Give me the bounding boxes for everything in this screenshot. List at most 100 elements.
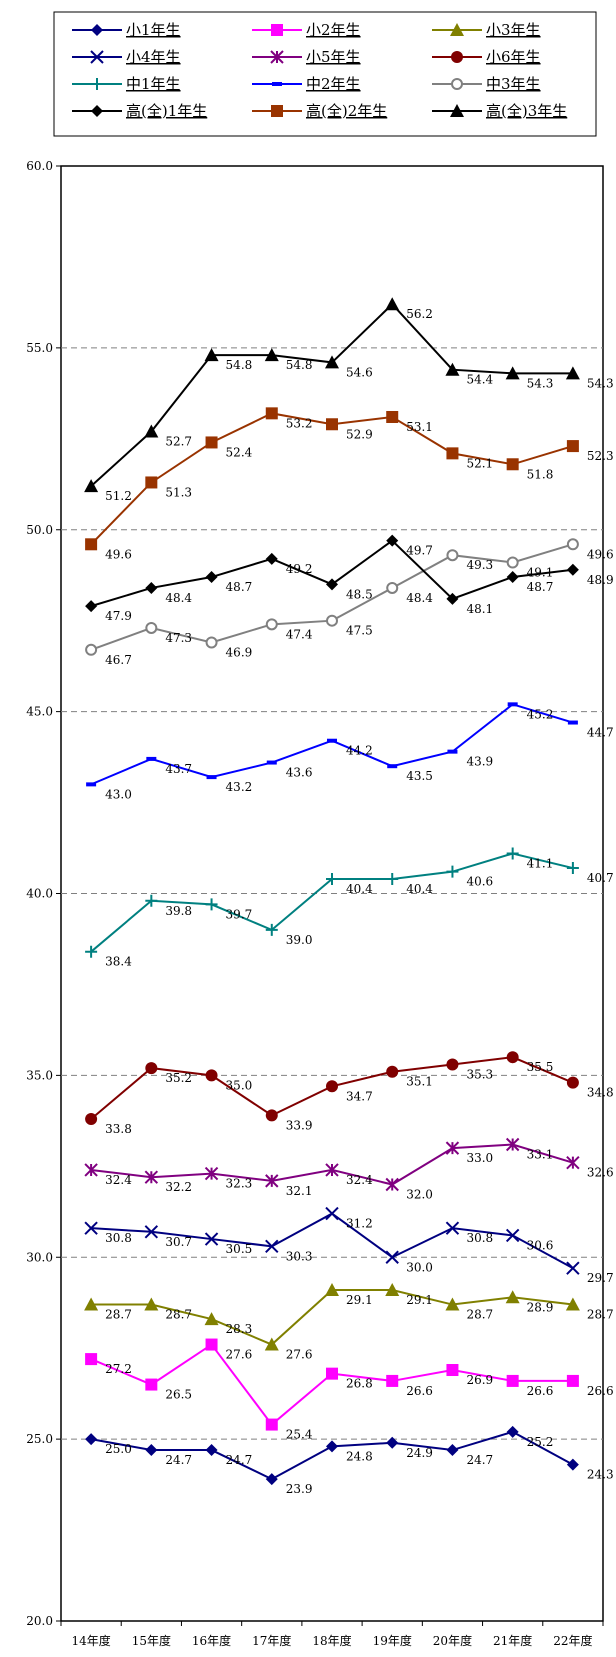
data-point — [326, 1080, 338, 1093]
data-point — [85, 1433, 98, 1446]
y-tick-label: 20.0 — [26, 1614, 53, 1628]
data-point — [84, 479, 99, 493]
data-point — [327, 738, 337, 743]
series-layer — [84, 297, 580, 1486]
data-point — [85, 538, 98, 551]
data-label: 24.9 — [406, 1446, 433, 1460]
data-label: 30.7 — [165, 1235, 192, 1249]
data-point — [506, 571, 519, 584]
data-point — [505, 1137, 520, 1152]
data-point — [386, 534, 399, 547]
data-point — [445, 1221, 460, 1235]
data-point — [566, 1458, 579, 1471]
data-label: 48.7 — [527, 580, 554, 594]
data-label: 29.1 — [406, 1293, 433, 1307]
legend-marker — [90, 50, 104, 64]
data-label: 30.5 — [226, 1242, 253, 1256]
data-label: 28.7 — [105, 1308, 132, 1322]
data-point — [145, 1062, 158, 1075]
series-line-9 — [90, 539, 574, 608]
data-point — [266, 760, 277, 765]
data-point — [386, 872, 399, 885]
data-point — [84, 1221, 98, 1235]
gridlines — [61, 347, 603, 1440]
data-label: 28.7 — [587, 1308, 614, 1322]
legend-label: 中2年生 — [306, 75, 361, 93]
data-point — [265, 1473, 278, 1486]
data-label: 23.9 — [286, 1482, 313, 1496]
data-label: 44.7 — [587, 726, 614, 740]
data-point — [145, 1444, 158, 1457]
data-label: 32.4 — [346, 1173, 373, 1187]
data-point — [265, 1174, 279, 1188]
data-point — [144, 1297, 159, 1311]
data-point — [265, 618, 278, 631]
x-tick-label: 22年度 — [553, 1633, 592, 1648]
data-point — [325, 1282, 339, 1296]
data-label: 30.0 — [406, 1260, 433, 1274]
y-tick-label: 35.0 — [26, 1068, 53, 1082]
legend-marker — [271, 105, 283, 117]
legend-label: 小4年生 — [126, 48, 181, 66]
data-label: 54.4 — [466, 373, 493, 387]
data-label: 46.7 — [105, 653, 132, 667]
series-0 — [85, 1425, 579, 1486]
data-label: 24.7 — [226, 1453, 253, 1467]
data-label: 33.8 — [105, 1122, 132, 1136]
data-label: 43.2 — [226, 780, 253, 794]
data-point — [326, 578, 338, 591]
data-label: 24.3 — [587, 1468, 614, 1482]
data-label: 51.2 — [105, 489, 132, 503]
legend-marker — [91, 105, 103, 117]
series-6 — [85, 847, 579, 958]
data-point — [85, 1353, 98, 1366]
data-label: 41.1 — [527, 856, 554, 870]
data-point — [387, 764, 398, 769]
series-9 — [85, 534, 579, 613]
series-11 — [84, 297, 580, 493]
data-label: 29.1 — [346, 1293, 373, 1307]
data-point — [145, 476, 158, 489]
series-line-1 — [90, 1343, 573, 1427]
data-point — [265, 552, 278, 565]
series-line-7 — [90, 703, 574, 786]
x-tick-label: 14年度 — [71, 1633, 110, 1648]
series-3 — [84, 1206, 580, 1275]
data-point — [566, 1261, 580, 1275]
data-point — [205, 1444, 218, 1457]
data-label: 52.3 — [587, 449, 614, 463]
legend-item-9: 高(全)1年生 — [72, 102, 207, 120]
legend-item-1: 小2年生 — [252, 21, 361, 39]
data-label: 26.6 — [527, 1384, 554, 1398]
data-point — [205, 1069, 218, 1082]
data-point — [205, 1338, 218, 1351]
data-point — [265, 1239, 279, 1254]
x-tick-label: 15年度 — [132, 1633, 171, 1648]
data-point — [265, 923, 278, 936]
legend-label: 小5年生 — [306, 48, 361, 66]
legend-marker — [450, 104, 464, 117]
data-point — [326, 872, 338, 885]
data-point — [205, 636, 218, 649]
legend-marker — [451, 78, 463, 90]
data-label: 39.0 — [286, 933, 313, 947]
data-label: 54.8 — [286, 358, 313, 372]
legend-label: 小6年生 — [486, 48, 541, 66]
data-label: 26.9 — [466, 1373, 493, 1387]
data-label: 27.6 — [226, 1348, 253, 1362]
data-label: 54.3 — [527, 376, 554, 390]
data-point — [145, 621, 158, 634]
data-label: 48.5 — [346, 587, 373, 601]
legend-item-10: 高(全)2年生 — [252, 102, 387, 120]
data-point — [445, 1297, 460, 1311]
x-tick-label: 18年度 — [312, 1633, 351, 1648]
data-point — [565, 366, 580, 380]
data-label: 35.2 — [165, 1071, 192, 1085]
data-point — [264, 1337, 279, 1351]
data-label: 47.9 — [105, 609, 132, 623]
y-tick-label: 45.0 — [26, 705, 53, 719]
x-tick-label: 17年度 — [252, 1633, 291, 1648]
series-line-10 — [90, 412, 574, 545]
data-label: 24.7 — [165, 1453, 192, 1467]
data-label: 47.4 — [286, 627, 313, 641]
